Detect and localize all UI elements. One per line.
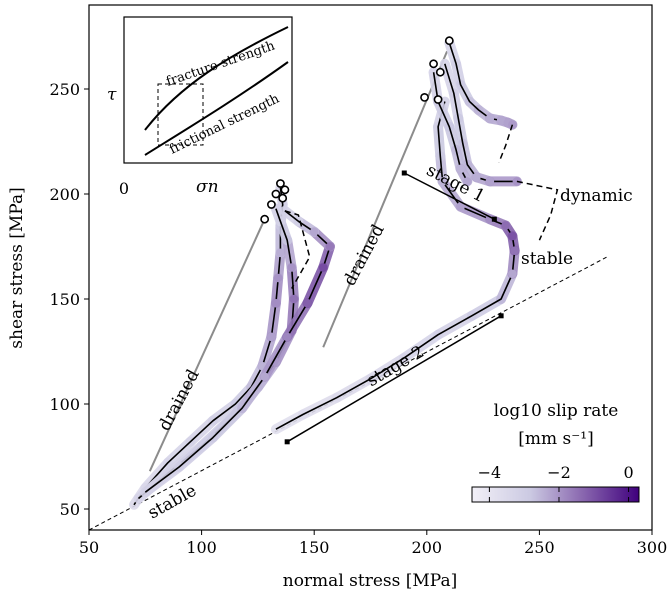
stage-1-start [401, 170, 407, 176]
inset-dashed-box [157, 83, 204, 146]
path-2-point-5 [282, 332, 292, 342]
failure-point-8 [267, 200, 276, 209]
failure-point-3 [420, 93, 429, 102]
colorbar-label-line1: log10 slip rate [494, 401, 619, 421]
path-2-point-7 [318, 263, 328, 272]
path-0-point-9 [271, 298, 281, 308]
dashed-branch-0 [284, 210, 311, 289]
plot-frame [88, 4, 653, 531]
x-axis-label: normal stress [MPa] [283, 571, 457, 591]
stage-2-start [284, 439, 290, 445]
y-tick-label-1: 100 [49, 395, 80, 414]
drained-label-right: drained [340, 221, 389, 289]
path-5-point-6 [485, 177, 495, 186]
x-tick-label-4: 250 [524, 538, 555, 557]
x-axis: 50 100 150 200 250 300 [79, 530, 667, 557]
failure-point-7 [278, 193, 288, 203]
stress-path-4 [444, 37, 518, 130]
y-axis: 50 100 150 200 250 [49, 80, 89, 519]
inset-zero-tick: 0 [119, 179, 129, 198]
path-2-point-8 [325, 242, 335, 251]
x-tick-label-0: 50 [79, 538, 99, 557]
path-3-point-8 [508, 269, 517, 279]
dynamic-label: dynamic [560, 186, 633, 206]
y-tick-label-2: 150 [49, 290, 80, 309]
path-1-point-8 [287, 263, 296, 272]
path-3-point-10 [508, 231, 517, 241]
path-4-point-6 [496, 116, 506, 125]
colorbar-ticks: −4 −2 0 [478, 463, 634, 502]
stage-1-end [491, 216, 497, 222]
failure-point-4 [433, 95, 443, 104]
stress-path-3 [270, 96, 520, 435]
y-axis-label: shear stress [MPa] [7, 187, 27, 348]
stage-2-line [286, 315, 502, 443]
plot-area [89, 36, 608, 530]
failure-point-6 [271, 189, 281, 199]
drained-line-0 [148, 218, 266, 472]
drained-label-left: drained [155, 366, 204, 434]
inset-chart: fracture strength frictional strength τ … [107, 16, 293, 198]
path-5-point-7 [512, 177, 522, 186]
path-3-point-13 [456, 202, 465, 211]
inset-frame [123, 16, 293, 164]
path-1-point-7 [289, 294, 299, 304]
path-2-point-4 [260, 372, 269, 382]
x-tick-label-1: 100 [186, 538, 217, 557]
dashed-branch-2 [516, 180, 559, 241]
stage-2-label: stage 2 [363, 342, 427, 391]
path-0-point-11 [276, 248, 285, 258]
inset-frictional-curve [144, 61, 289, 156]
failure-point-2 [429, 59, 438, 69]
y-tick-label-3: 200 [49, 185, 80, 204]
x-tick-label-3: 200 [412, 538, 443, 557]
x-tick-label-2: 150 [299, 538, 330, 557]
path-3-line [275, 101, 516, 430]
colorbar-tick-label-2: 0 [623, 463, 633, 482]
failure-point-9 [260, 214, 270, 224]
path-5-point-5 [472, 172, 481, 182]
failure-point-5 [276, 179, 285, 188]
path-4-point-5 [485, 114, 495, 123]
stage-1-line [403, 172, 495, 220]
path-6-point-5 [463, 177, 472, 186]
path-2-line [144, 210, 331, 493]
path-0-point-8 [267, 332, 276, 342]
path-2-point-9 [309, 227, 319, 237]
path-6-point-4 [456, 164, 465, 174]
path-3-point-14 [438, 177, 447, 186]
colorbar: log10 slip rate [mm s⁻¹] −4 −2 0 [471, 401, 640, 503]
colorbar-tick-label-0: −4 [478, 463, 502, 482]
path-3-point-9 [510, 246, 519, 255]
x-tick-label-5: 300 [637, 538, 668, 557]
stress-path-5 [439, 58, 522, 187]
failure-point-1 [435, 67, 445, 77]
colorbar-label-line2: [mm s⁻¹] [518, 429, 593, 449]
path-3-point-11 [501, 221, 510, 230]
colorbar-gradient [471, 486, 640, 503]
y-tick-label-0: 50 [60, 500, 80, 519]
path-2-point-6 [303, 298, 312, 308]
colorbar-tick-label-1: −2 [547, 463, 571, 482]
stable-label-right: stable [521, 249, 573, 269]
inset-fracture-curve [144, 26, 289, 131]
inset-y-label: τ [107, 85, 117, 105]
stress-path-2 [140, 205, 335, 498]
dashed-branch-1 [498, 124, 514, 163]
path-0-point-10 [273, 273, 283, 283]
inset-x-label: σn [196, 177, 219, 197]
failure-point-10 [280, 185, 290, 195]
stress-path-6 [428, 67, 473, 187]
failure-point-0 [444, 36, 454, 46]
stage-2-end [498, 313, 504, 319]
y-tick-label-4: 250 [49, 80, 80, 99]
